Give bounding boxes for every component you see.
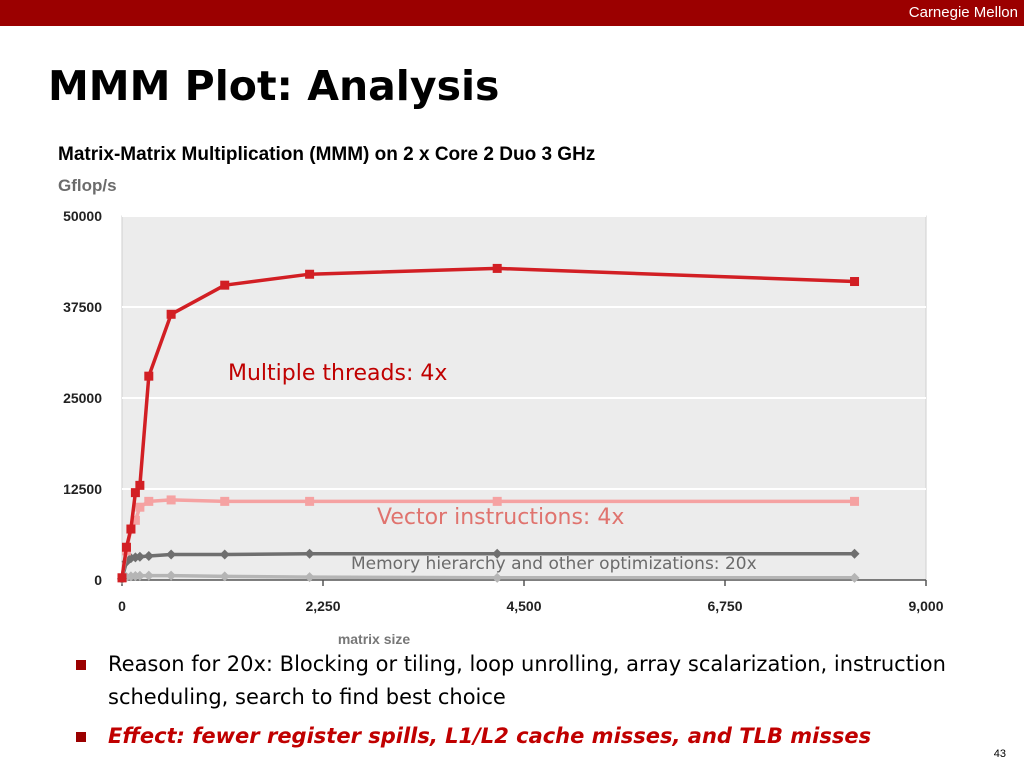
data-point [166, 309, 176, 319]
data-point [121, 542, 131, 552]
slide-title: MMM Plot: Analysis [48, 62, 500, 110]
page-number: 43 [993, 748, 1006, 760]
y-tick-label: 37500 [63, 299, 102, 315]
bullet-item-effect: Effect: fewer register spills, L1/L2 cac… [72, 720, 972, 753]
chart-title: Matrix-Matrix Multiplication (MMM) on 2 … [58, 144, 596, 165]
y-tick-label: 0 [94, 572, 102, 588]
x-tick-label: 2,250 [305, 598, 340, 614]
bullet-square-icon [76, 660, 86, 670]
data-point [219, 571, 230, 582]
data-point [166, 495, 176, 505]
mmm-line-chart: 0 12500 25000 37500 50000 0 2,250 4,500 6,750 9,0… [63, 208, 944, 647]
annotation-label: Vector instructions: 4x [377, 505, 624, 530]
data-point [130, 515, 140, 525]
data-point [144, 496, 154, 506]
brand-label: Carnegie Mellon [908, 4, 1018, 21]
series-3 [117, 570, 860, 585]
data-point [135, 480, 145, 490]
x-axis-label: matrix size [338, 631, 411, 647]
x-tick-label: 6,750 [707, 598, 742, 614]
data-point [134, 570, 145, 581]
data-point [130, 488, 140, 498]
bullet-text-reason: Reason for 20x: Blocking or tiling, loop… [108, 652, 946, 709]
data-point [220, 280, 230, 290]
data-point [144, 371, 154, 381]
data-point [219, 549, 230, 560]
bullet-list: Reason for 20x: Blocking or tiling, loop… [72, 648, 972, 759]
x-tick-label: 4,500 [506, 598, 541, 614]
bullet-item-reason: Reason for 20x: Blocking or tiling, loop… [72, 648, 972, 714]
x-tick-label: 9,000 [908, 598, 943, 614]
data-point [492, 572, 503, 583]
x-tick-label: 0 [118, 598, 126, 614]
y-tick-label: 50000 [63, 208, 102, 224]
data-point [849, 548, 860, 559]
data-point [220, 496, 230, 506]
data-point [143, 550, 154, 561]
top-bar: Carnegie Mellon [0, 0, 1024, 26]
data-point [304, 572, 315, 583]
y-tick-label: 12500 [63, 481, 102, 497]
data-point [492, 548, 503, 559]
data-point [134, 551, 145, 562]
y-tick-label: 25000 [63, 390, 102, 406]
data-point [305, 496, 315, 506]
data-point [492, 263, 502, 273]
data-point [849, 572, 860, 583]
annotation-label: Memory hierarchy and other optimizations… [351, 554, 757, 574]
bullet-text-effect: Effect: fewer register spills, L1/L2 cac… [108, 724, 872, 748]
bullet-square-icon [76, 732, 86, 742]
data-point [305, 269, 315, 279]
annotation-label: Multiple threads: 4x [228, 361, 447, 386]
data-point [135, 502, 145, 512]
data-point [166, 570, 177, 581]
data-point [166, 549, 177, 560]
data-point [304, 548, 315, 559]
data-point [126, 524, 136, 534]
data-point [492, 496, 502, 506]
data-point [850, 496, 860, 506]
series-0 [117, 263, 860, 583]
data-point [850, 277, 860, 287]
data-point [117, 573, 127, 583]
y-axis-unit-label: Gflop/s [58, 176, 117, 195]
data-point [143, 570, 154, 581]
